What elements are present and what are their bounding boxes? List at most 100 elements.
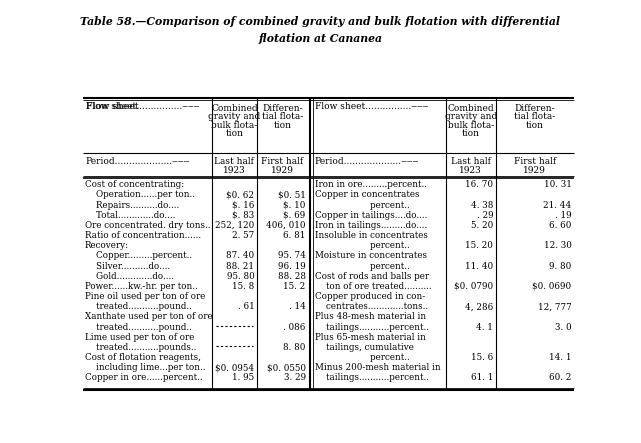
Text: Recovery:: Recovery: bbox=[85, 241, 129, 250]
Text: 3. 0: 3. 0 bbox=[555, 323, 572, 331]
Text: 9. 80: 9. 80 bbox=[549, 261, 572, 271]
Text: 6. 81: 6. 81 bbox=[283, 231, 306, 240]
Text: Plus 48-mesh material in: Plus 48-mesh material in bbox=[315, 312, 426, 321]
Text: bulk flota-: bulk flota- bbox=[212, 121, 258, 130]
Text: Cost of flotation reagents,: Cost of flotation reagents, bbox=[85, 353, 201, 362]
Text: . 086: . 086 bbox=[283, 323, 306, 331]
Text: Ratio of concentration......: Ratio of concentration...... bbox=[85, 231, 201, 240]
Text: Iron in ore.........percent..: Iron in ore.........percent.. bbox=[315, 180, 427, 189]
Text: 88. 28: 88. 28 bbox=[278, 272, 306, 281]
Text: Copper in tailings....do....: Copper in tailings....do.... bbox=[315, 211, 428, 220]
Text: 12. 30: 12. 30 bbox=[544, 241, 572, 250]
Text: tailings, cumulative: tailings, cumulative bbox=[315, 343, 414, 352]
Text: . 14: . 14 bbox=[289, 302, 306, 311]
Text: Last half: Last half bbox=[214, 157, 254, 166]
Text: 60. 2: 60. 2 bbox=[549, 373, 572, 382]
Text: Copper in concentrates: Copper in concentrates bbox=[315, 190, 419, 199]
Text: 15. 20: 15. 20 bbox=[465, 241, 493, 250]
Text: Copper in ore......percent..: Copper in ore......percent.. bbox=[85, 373, 203, 382]
Text: $0. 0690: $0. 0690 bbox=[532, 282, 572, 291]
Text: 4. 1: 4. 1 bbox=[476, 323, 493, 331]
Text: 61. 1: 61. 1 bbox=[471, 373, 493, 382]
Text: Flow sheet................‒‒‒: Flow sheet................‒‒‒ bbox=[315, 102, 428, 112]
Text: 10. 31: 10. 31 bbox=[544, 180, 572, 189]
Text: tion: tion bbox=[462, 129, 479, 138]
Text: percent..: percent.. bbox=[315, 241, 410, 250]
Text: 5. 20: 5. 20 bbox=[471, 221, 493, 230]
Text: percent..: percent.. bbox=[315, 261, 410, 271]
Text: 95. 80: 95. 80 bbox=[227, 272, 254, 281]
Text: tial flota-: tial flota- bbox=[514, 113, 555, 121]
Text: including lime...per ton..: including lime...per ton.. bbox=[85, 363, 205, 372]
Text: 95. 74: 95. 74 bbox=[278, 251, 306, 260]
Text: percent..: percent.. bbox=[315, 353, 410, 362]
Text: 1923: 1923 bbox=[460, 166, 482, 175]
Text: tailings...........percent..: tailings...........percent.. bbox=[315, 323, 429, 331]
Text: Differen-: Differen- bbox=[262, 104, 303, 113]
Text: $0. 62: $0. 62 bbox=[226, 190, 254, 199]
Text: Total.............do....: Total.............do.... bbox=[85, 211, 175, 220]
Text: gravity and: gravity and bbox=[208, 113, 260, 121]
Text: Ore concentrated. dry tons..: Ore concentrated. dry tons.. bbox=[85, 221, 210, 230]
Text: First half: First half bbox=[513, 157, 556, 166]
Text: 11. 40: 11. 40 bbox=[465, 261, 493, 271]
Text: Minus 200-mesh material in: Minus 200-mesh material in bbox=[315, 363, 440, 372]
Text: . 29: . 29 bbox=[476, 211, 493, 220]
Text: tailings...........percent..: tailings...........percent.. bbox=[315, 373, 429, 382]
Text: Plus 65-mesh material in: Plus 65-mesh material in bbox=[315, 333, 426, 342]
Text: tial flota-: tial flota- bbox=[262, 113, 303, 121]
Text: 3. 29: 3. 29 bbox=[283, 373, 306, 382]
Text: 6. 60: 6. 60 bbox=[549, 221, 572, 230]
Text: Differen-: Differen- bbox=[514, 104, 555, 113]
Text: 1929: 1929 bbox=[523, 166, 546, 175]
Text: Iron in tailings.........do....: Iron in tailings.........do.... bbox=[315, 221, 427, 230]
Text: $0. 0790: $0. 0790 bbox=[454, 282, 493, 291]
Text: Pine oil used per ton of ore: Pine oil used per ton of ore bbox=[85, 292, 205, 301]
Text: treated...........pounds..: treated...........pounds.. bbox=[85, 343, 196, 352]
Text: 8. 80: 8. 80 bbox=[283, 343, 306, 352]
Text: 15. 2: 15. 2 bbox=[283, 282, 306, 291]
Text: First half: First half bbox=[262, 157, 303, 166]
Text: Copper produced in con-: Copper produced in con- bbox=[315, 292, 425, 301]
Text: 1. 95: 1. 95 bbox=[233, 373, 254, 382]
Text: flotation at Cananea: flotation at Cananea bbox=[258, 33, 383, 44]
Text: Operation......per ton..: Operation......per ton.. bbox=[85, 190, 195, 199]
Text: 16. 70: 16. 70 bbox=[465, 180, 493, 189]
Text: Cost of rods and balls per: Cost of rods and balls per bbox=[315, 272, 429, 281]
Text: . 61: . 61 bbox=[238, 302, 254, 311]
Text: Cost of concentrating:: Cost of concentrating: bbox=[85, 180, 184, 189]
Text: 12, 777: 12, 777 bbox=[538, 302, 572, 311]
Text: centrates.............tons..: centrates.............tons.. bbox=[315, 302, 428, 311]
Text: $0. 0550: $0. 0550 bbox=[267, 363, 306, 372]
Text: . 19: . 19 bbox=[555, 211, 572, 220]
Text: tion: tion bbox=[226, 129, 244, 138]
Text: 14. 1: 14. 1 bbox=[549, 353, 572, 362]
Text: Repairs..........do....: Repairs..........do.... bbox=[85, 201, 179, 210]
Text: percent..: percent.. bbox=[315, 201, 410, 210]
Text: treated...........pound..: treated...........pound.. bbox=[85, 302, 192, 311]
Text: $0. 0954: $0. 0954 bbox=[215, 363, 254, 372]
Text: Table 58.—Comparison of combined gravity and bulk flotation with differential: Table 58.—Comparison of combined gravity… bbox=[81, 16, 560, 27]
Text: $. 16: $. 16 bbox=[232, 201, 254, 210]
Text: 1923: 1923 bbox=[223, 166, 246, 175]
Text: 96. 19: 96. 19 bbox=[278, 261, 306, 271]
Text: 406, 010: 406, 010 bbox=[266, 221, 306, 230]
Text: 252, 120: 252, 120 bbox=[215, 221, 254, 230]
Text: treated...........pound..: treated...........pound.. bbox=[85, 323, 192, 331]
Text: Insoluble in concentrates: Insoluble in concentrates bbox=[315, 231, 428, 240]
Text: Lime used per ton of ore: Lime used per ton of ore bbox=[85, 333, 194, 342]
Text: ton of ore treated..........: ton of ore treated.......... bbox=[315, 282, 431, 291]
Text: 15. 8: 15. 8 bbox=[232, 282, 254, 291]
Text: bulk flota-: bulk flota- bbox=[447, 121, 494, 130]
Text: 15. 6: 15. 6 bbox=[471, 353, 493, 362]
Text: 87. 40: 87. 40 bbox=[226, 251, 254, 260]
Text: Gold.............do....: Gold.............do.... bbox=[85, 272, 174, 281]
Text: tion: tion bbox=[526, 121, 544, 130]
Text: Period....................‒‒‒: Period....................‒‒‒ bbox=[85, 157, 190, 166]
Text: Silver..........do....: Silver..........do.... bbox=[85, 261, 170, 271]
Text: Flow sheet................‒‒‒: Flow sheet................‒‒‒ bbox=[85, 102, 199, 112]
Text: Last half: Last half bbox=[451, 157, 490, 166]
Text: 2. 57: 2. 57 bbox=[232, 231, 254, 240]
Text: Flow sheet: Flow sheet bbox=[85, 102, 138, 112]
Text: tion: tion bbox=[274, 121, 292, 130]
